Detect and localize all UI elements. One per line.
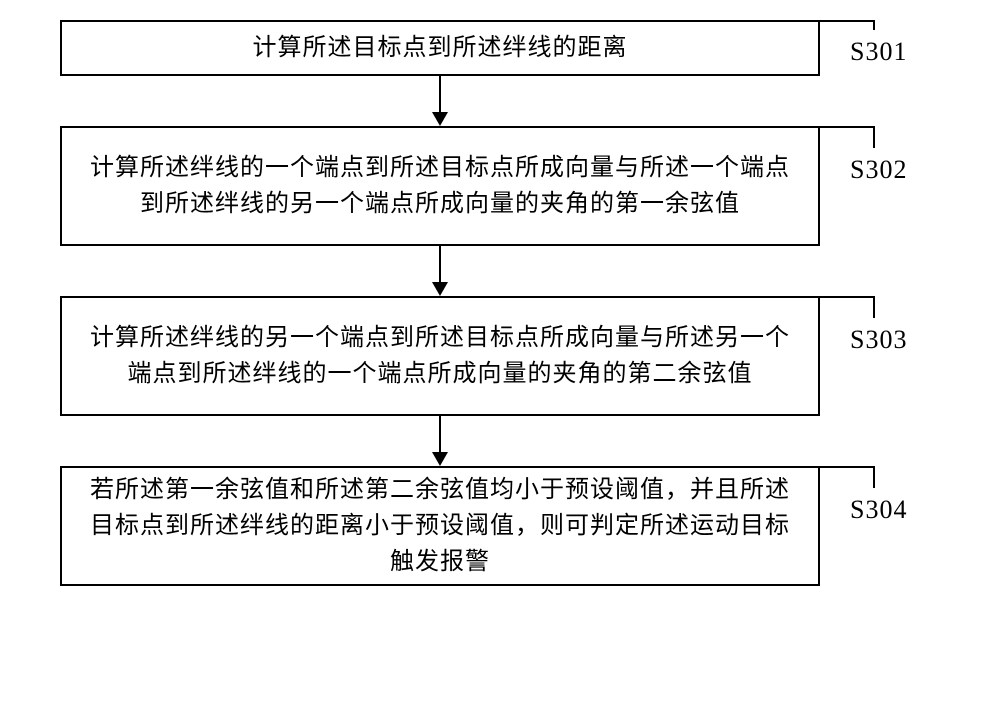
arrow-line [439,76,441,114]
node-text: 计算所述绊线的一个端点到所述目标点所成向量与所述一个端点到所述绊线的另一个端点所… [82,150,798,222]
flow-node: 计算所述绊线的另一个端点到所述目标点所成向量与所述另一个端点到所述绊线的一个端点… [60,296,820,416]
node-text: 计算所述目标点到所述绊线的距离 [253,30,628,66]
flow-arrow [60,76,820,126]
lead-line-v [873,126,875,148]
lead-line-v [873,296,875,318]
flow-arrow [60,416,820,466]
arrow-head-icon [432,282,448,296]
lead-line-h [820,466,875,468]
flow-node: 计算所述绊线的一个端点到所述目标点所成向量与所述一个端点到所述绊线的另一个端点所… [60,126,820,246]
arrow-head-icon [432,452,448,466]
arrow-head-icon [432,112,448,126]
step-label: S304 [850,490,907,529]
arrow-line [439,416,441,454]
lead-line-v [873,20,875,30]
flowchart-container: 计算所述目标点到所述绊线的距离S301计算所述绊线的一个端点到所述目标点所成向量… [60,20,940,586]
node-text: 计算所述绊线的另一个端点到所述目标点所成向量与所述另一个端点到所述绊线的一个端点… [82,320,798,392]
lead-line-h [820,126,875,128]
step-label: S301 [850,32,907,71]
lead-line-h [820,296,875,298]
flow-arrow [60,246,820,296]
flow-node: 计算所述目标点到所述绊线的距离S301 [60,20,820,76]
lead-line-v [873,466,875,488]
arrow-line [439,246,441,284]
step-label: S303 [850,320,907,359]
node-text: 若所述第一余弦值和所述第二余弦值均小于预设阈值，并且所述目标点到所述绊线的距离小… [82,472,798,580]
flow-node: 若所述第一余弦值和所述第二余弦值均小于预设阈值，并且所述目标点到所述绊线的距离小… [60,466,820,586]
lead-line-h [820,20,875,22]
step-label: S302 [850,150,907,189]
